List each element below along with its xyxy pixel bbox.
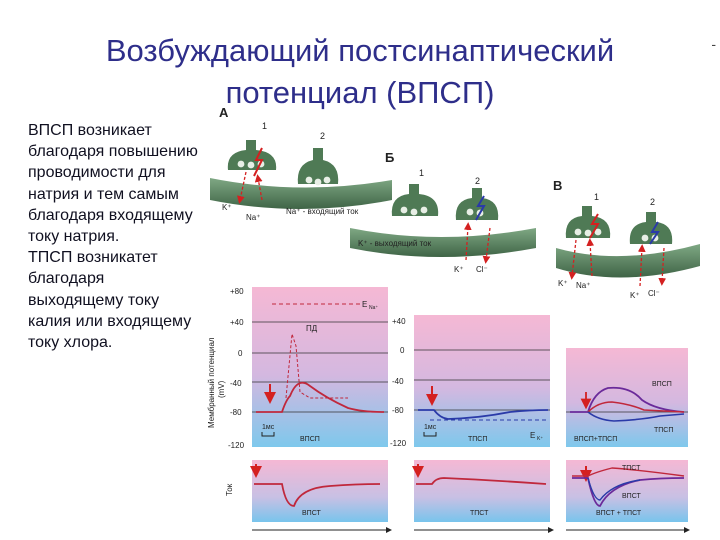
plot-vpsp: +80 +40 0 -40 -80 -120 E Na⁺ ПД 1мс ВПСП [228,287,388,450]
e-na-label: E [362,300,367,309]
tick-mid-minus120: -120 [390,439,407,448]
tick-minus120: -120 [228,441,245,450]
panel-c-k2-label: K⁺ [630,291,640,300]
title-line-1: Возбуждающий постсинаптический [105,33,615,68]
vpsp-trace [256,381,385,413]
panel-c-bolt-red-icon [589,213,600,239]
plot-sum: ВПСП ТПСП ВПСП+ТПСП [566,348,688,447]
sum-current-label: ВПСТ + ТПСТ [596,510,642,517]
tick-mid-minus80: -80 [392,406,404,415]
plot-tpsp: +40 0 -40 -80 -120 1мс ТПСП E K⁺ [390,315,550,448]
panel-b-k-label: K⁺ [454,265,464,274]
panel-b-number-2: 2 [475,176,480,186]
tick-plus40: +40 [230,318,244,327]
panel-c-letter: В [553,178,562,193]
current-tpst: ТПСТ [412,460,554,533]
sum-total-trace [587,401,685,413]
tick-minus80: -80 [230,408,242,417]
panel-b-bolt-icon [475,195,486,221]
sum-tpst-label: ТПСТ [622,465,641,472]
panel-a-k-label: K⁺ [222,203,232,212]
panel-b-synapse-2 [455,188,499,220]
panel-a-na-label: Na⁺ [246,213,260,222]
ylabel-line-2: (mV) [217,380,226,398]
panel-b-number-1: 1 [419,168,424,178]
tick-zero: 0 [238,349,243,358]
ylabel-current: Ток [225,483,234,496]
vpsp-plot-label: ВПСП [300,436,320,443]
ylabel-potential: Мембранный потенциал (mV) [207,337,226,428]
svg-text:Ток: Ток [225,483,234,496]
panel-c-bolt-blue-icon [649,221,660,245]
text-paragraph-tpsp: ТПСП возникатет благодаря выходящему ток… [28,249,192,352]
panel-c-na-label: Na⁺ [576,281,590,290]
svg-text:Na⁺: Na⁺ [369,305,378,311]
tick-mid-zero: 0 [400,346,405,355]
tick-mid-minus40: -40 [392,377,404,386]
corner-mark: - [711,36,716,52]
panel-b: Б 1 2 K⁺ - выходящий ток K⁺ Cl⁻ [350,150,536,274]
panel-c: В 1 2 K⁺ Na⁺ K⁺ Cl⁻ [553,178,700,300]
plot-vpsp-background [252,287,388,447]
panel-a-current-label: Na⁺ - входящий ток [286,207,359,216]
panel-a-number-2: 2 [320,131,325,141]
sum-tpsp-trace [587,411,685,422]
panel-b-cl-label: Cl⁻ [476,265,488,274]
current-vpst-background [252,460,388,522]
ylabel-line-1: Мембранный потенциал [207,337,216,428]
pd-trace [285,333,348,399]
panel-b-letter: Б [385,150,394,165]
sum-current-trace [572,477,685,507]
time-scale-tpsp: 1мс [424,424,437,431]
body-text: ВПСП возникает благодаря повышению прово… [28,120,200,353]
plot-tpsp-background [414,315,550,447]
sum-vpsp-label: ВПСП [652,381,672,388]
tpsp-trace [418,409,549,420]
time-scale-vpsp: 1мс [262,424,275,431]
panel-a-letter: А [219,105,229,120]
tick-minus40: -40 [230,379,242,388]
text-paragraph-vpsp: ВПСП возникает благодаря повышению прово… [28,122,198,246]
current-vpst: ВПСТ [250,460,392,533]
panel-a-bolt-icon [253,147,264,177]
panel-c-number-2: 2 [650,197,655,207]
slide-title: Возбуждающий постсинаптический потенциал… [40,30,680,114]
tick-mid-plus40: +40 [392,317,406,326]
panel-c-synapse-2 [629,212,673,244]
tpst-label: ТПСТ [470,510,489,517]
panel-c-k-label: K⁺ [558,279,568,288]
vpst-label: ВПСТ [302,510,322,517]
tpst-trace [416,477,547,485]
tpsp-plot-label: ТПСП [468,436,487,443]
panel-c-cl-label: Cl⁻ [648,289,660,298]
title-line-2: потенциал (ВПСП) [225,75,495,110]
e-k-label: E [530,431,535,440]
vpst-trace [254,483,381,507]
sum-vpst-label: ВПСТ [622,493,642,500]
panel-c-number-1: 1 [594,192,599,202]
sum-tpsp-label: ТПСП [654,427,673,434]
panel-c-membrane [556,244,700,278]
panel-a: А 1 2 K⁺ Na⁺ Na⁺ - входящий ток [210,105,392,222]
sum-vpsp-trace [570,386,685,413]
panel-a-number-1: 1 [262,121,267,131]
panel-a-membrane [210,178,392,209]
current-tpst-background [414,460,550,522]
tick-plus80: +80 [230,287,244,296]
svg-text:K⁺: K⁺ [537,436,543,442]
sum-plot-label: ВПСП+ТПСП [574,436,617,443]
pd-label: ПД [306,324,318,333]
panel-b-current-label: K⁺ - выходящий ток [358,239,432,248]
panel-a-synapse-2 [297,148,339,184]
current-sum: ТПСТ ВПСТ ВПСТ + ТПСТ [566,460,690,533]
